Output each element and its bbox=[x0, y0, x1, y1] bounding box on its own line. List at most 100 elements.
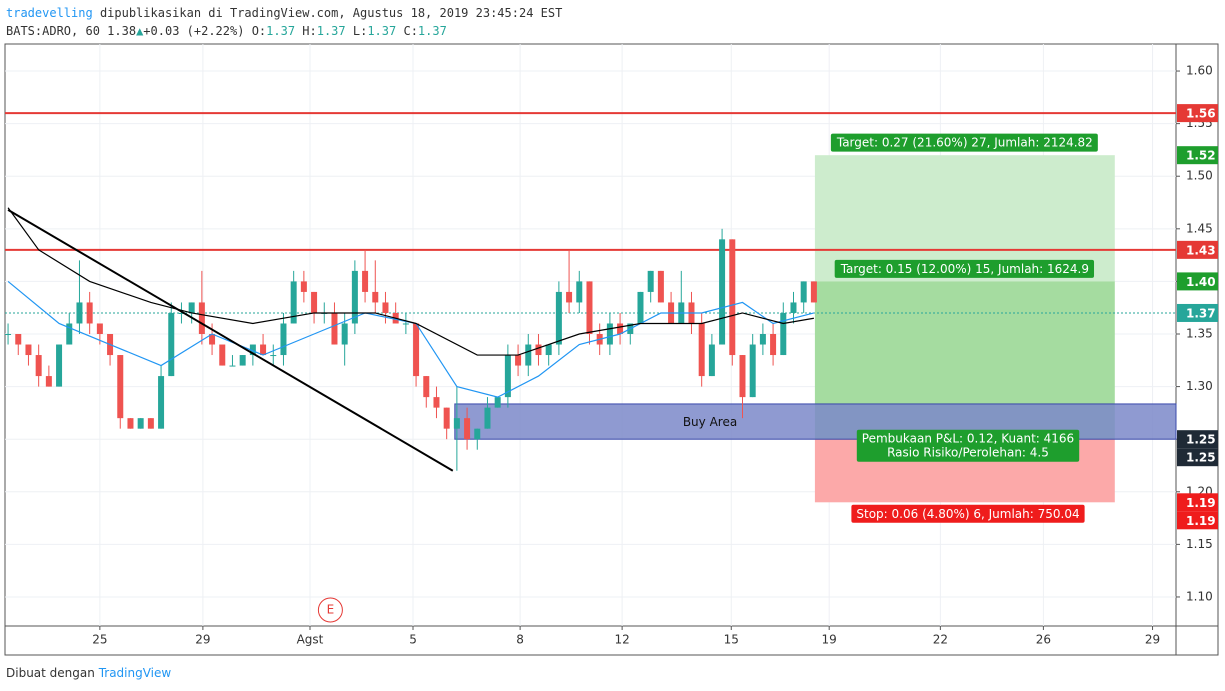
candle-body bbox=[372, 291, 379, 303]
candle-body bbox=[698, 323, 705, 377]
candle-body bbox=[810, 281, 817, 303]
frame bbox=[4, 43, 1219, 656]
event-marker bbox=[317, 597, 343, 623]
candle-body bbox=[515, 355, 522, 366]
ohlc-key: L: bbox=[352, 24, 368, 38]
position-text: Pembukaan P&L: 0.12, Kuant: 4166 bbox=[862, 432, 1074, 446]
candle-body bbox=[15, 334, 22, 345]
y-tick-label: 1.35 bbox=[1186, 327, 1213, 341]
candle-body bbox=[188, 302, 195, 313]
x-tick-label: 15 bbox=[724, 633, 739, 647]
price-badge bbox=[1177, 493, 1218, 512]
candle-body bbox=[147, 418, 154, 429]
candle-body bbox=[443, 407, 450, 429]
position-text: Rasio Risiko/Perolehan: 4.5 bbox=[887, 446, 1049, 460]
candle-body bbox=[504, 355, 511, 398]
ohlc-value: 1.37 bbox=[417, 24, 447, 38]
candle-body bbox=[617, 323, 624, 335]
candle-body bbox=[5, 334, 12, 336]
overlay-line bbox=[7, 209, 454, 472]
symbol: BATS:ADRO, 60 bbox=[6, 24, 100, 38]
candle-body bbox=[555, 291, 562, 345]
y-tick-label: 1.15 bbox=[1186, 537, 1213, 551]
label-box bbox=[856, 429, 1080, 462]
price-badge bbox=[1177, 240, 1218, 259]
candle-body bbox=[239, 355, 246, 366]
x-tick-label: 22 bbox=[933, 633, 948, 647]
made-with: Dibuat dengan bbox=[6, 666, 95, 680]
candle-body bbox=[158, 376, 165, 429]
candle-body bbox=[56, 344, 63, 387]
candle-body bbox=[66, 323, 73, 345]
position-text: Target: 0.15 (12.00%) 15, Jumlah: 1624.9 bbox=[840, 262, 1089, 276]
candle-body bbox=[576, 281, 583, 303]
candle-body bbox=[137, 418, 144, 429]
candle-body bbox=[382, 302, 389, 313]
price-badge-label: 1.19 bbox=[1186, 496, 1216, 510]
y-tick-label: 1.60 bbox=[1186, 64, 1213, 78]
candle-body bbox=[249, 344, 256, 356]
candle-body bbox=[423, 376, 430, 398]
ohlc: O:1.37 H:1.37 L:1.37 C:1.37 bbox=[252, 24, 454, 38]
price-badge-label: 1.40 bbox=[1186, 275, 1216, 289]
candle-body bbox=[453, 418, 460, 429]
candle-body bbox=[45, 376, 52, 387]
candle-body bbox=[117, 355, 124, 419]
published: dipublikasikan di TradingView.com, Agust… bbox=[99, 6, 563, 20]
candle-body bbox=[708, 344, 715, 377]
candle-body bbox=[800, 281, 807, 303]
price-badge-label: 1.37 bbox=[1186, 306, 1216, 320]
candle-body bbox=[229, 365, 236, 367]
candle-body bbox=[545, 344, 552, 356]
candle-body bbox=[219, 344, 226, 366]
candle-body bbox=[402, 323, 409, 325]
x-tick-label: 12 bbox=[614, 633, 629, 647]
change: +0.03 (+2.22%) bbox=[143, 24, 245, 38]
candle-body bbox=[525, 344, 532, 366]
candle-body bbox=[770, 334, 777, 356]
price-badge bbox=[1177, 272, 1218, 291]
candle-body bbox=[341, 323, 348, 345]
candle-body bbox=[127, 418, 134, 429]
candle-body bbox=[331, 312, 338, 345]
candle-body bbox=[209, 334, 216, 345]
candle-body bbox=[351, 270, 358, 324]
candle-body bbox=[300, 281, 307, 292]
header-line: tradevelling dipublikasikan di TradingVi… bbox=[6, 6, 562, 20]
x-tick-label: 26 bbox=[1036, 633, 1051, 647]
x-tick-label: 25 bbox=[92, 633, 107, 647]
event-label: E bbox=[327, 603, 335, 617]
candle-body bbox=[474, 428, 481, 440]
candle-body bbox=[535, 344, 542, 356]
price-badge-label: 1.52 bbox=[1186, 149, 1216, 163]
ohlc-key: O: bbox=[251, 24, 267, 38]
price-badge bbox=[1177, 448, 1218, 467]
author: tradevelling bbox=[6, 6, 93, 20]
position-text: Stop: 0.06 (4.80%) 6, Jumlah: 750.04 bbox=[856, 507, 1079, 521]
ohlc-key: C: bbox=[403, 24, 418, 38]
price-badge-label: 1.43 bbox=[1186, 243, 1216, 257]
candle-body bbox=[749, 344, 756, 398]
price-badge bbox=[1177, 146, 1218, 165]
ohlc-value: 1.37 bbox=[367, 24, 397, 38]
price-badge bbox=[1177, 511, 1218, 530]
x-tick-label: 8 bbox=[516, 633, 524, 647]
position-label: Target: 0.15 (12.00%) 15, Jumlah: 1624.9 bbox=[834, 259, 1095, 278]
candle-body bbox=[198, 302, 205, 335]
price-badge bbox=[1177, 430, 1218, 449]
candle-body bbox=[86, 302, 93, 324]
candle-body bbox=[464, 418, 471, 440]
footer: Dibuat dengan TradingView bbox=[6, 666, 171, 680]
candle-body bbox=[657, 270, 664, 303]
candle-body bbox=[739, 355, 746, 398]
candle-body bbox=[719, 239, 726, 345]
price-badge-label: 1.25 bbox=[1186, 451, 1216, 465]
candle-body bbox=[606, 323, 613, 345]
plot: 1.101.151.201.251.301.351.401.451.501.55… bbox=[5, 44, 1218, 647]
candle-body bbox=[35, 355, 42, 377]
last: 1.38 bbox=[107, 24, 137, 38]
x-tick-label: 5 bbox=[409, 633, 417, 647]
